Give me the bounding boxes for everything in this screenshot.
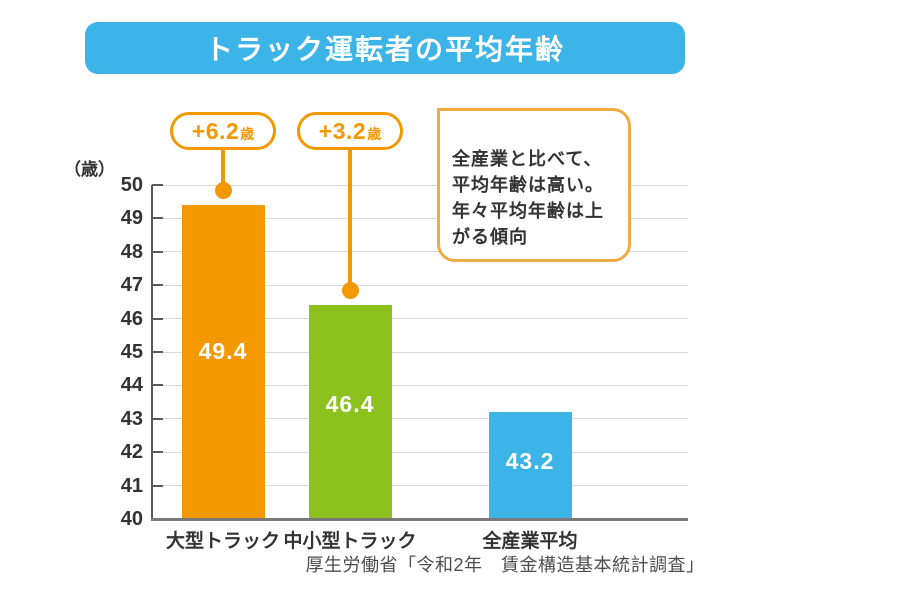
callout-label-1: +3.2 歳 [297,112,403,150]
x-category-label-中小型トラック: 中小型トラック [283,531,417,552]
x-category-label-全産業平均: 全産業平均 [482,531,578,552]
chart-title: トラック運転者の平均年齢 [204,34,565,65]
gridline-48 [152,251,688,253]
gridline-43 [152,418,688,420]
gridline-42 [152,451,688,453]
note-bubble-text: 全産業と比べて、 平均年齢は高い。 年々平均年齢は上 がる傾向 [452,149,604,247]
callout-main-text-0: +6.2 [191,117,240,144]
callout-connector-0 [221,150,225,191]
y-tick-label-47: 47 [120,274,143,297]
y-tick-50 [152,184,163,186]
y-tick-label-49: 49 [120,207,143,230]
callout-main-text-1: +3.2 [318,117,367,144]
callout-dot-0 [214,181,232,199]
bar-value-全産業平均: 43.2 [505,447,555,474]
y-tick-label-46: 46 [120,307,143,330]
y-tick-48 [152,250,163,253]
gridline-46 [152,318,688,320]
y-tick-label-40: 40 [120,508,143,530]
y-tick-47 [152,284,163,287]
y-axis-line [151,185,153,519]
y-tick-41 [152,484,163,487]
bar-全産業平均: 43.2 [488,412,572,518]
y-tick-42 [152,451,163,454]
note-bubble: 全産業と比べて、 平均年齢は高い。 年々平均年齢は上 がる傾向 [437,108,631,262]
gridline-41 [152,485,688,487]
y-tick-label-42: 42 [120,441,143,464]
y-tick-label-41: 41 [120,474,143,497]
source-note: 厚生労働省「令和2年 賃金構造基本統計調査」 [305,555,705,575]
y-tick-label-43: 43 [120,407,143,430]
y-tick-45 [152,351,163,353]
bar-value-中小型トラック: 46.4 [325,391,375,418]
gridline-45 [152,351,688,353]
y-tick-49 [152,217,163,220]
y-tick-label-50: 50 [120,174,143,196]
gridline-44 [152,384,688,386]
callout-dot-1 [341,281,359,299]
bar-大型トラック: 49.4 [181,205,265,518]
y-tick-label-44: 44 [120,374,143,397]
x-axis-line [151,518,688,521]
callout-connector-1 [348,150,352,291]
x-category-label-大型トラック: 大型トラック [165,531,280,552]
chart-title-banner: トラック運転者の平均年齢 [85,22,685,74]
callout-suffix-text-0: 歳 [240,125,255,142]
y-tick-44 [152,384,163,387]
y-axis-unit-label: （歳） [64,160,115,179]
bar-value-大型トラック: 49.4 [198,338,248,365]
y-tick-43 [152,417,163,420]
gridline-47 [152,284,688,286]
callout-label-0: +6.2 歳 [170,112,276,150]
y-tick-label-48: 48 [120,240,143,263]
gridline-49 [152,217,688,219]
callout-suffix-text-1: 歳 [367,125,382,142]
y-tick-label-45: 45 [120,341,143,363]
bar-中小型トラック: 46.4 [308,305,392,518]
gridline-50 [152,184,688,186]
y-tick-46 [152,317,163,320]
